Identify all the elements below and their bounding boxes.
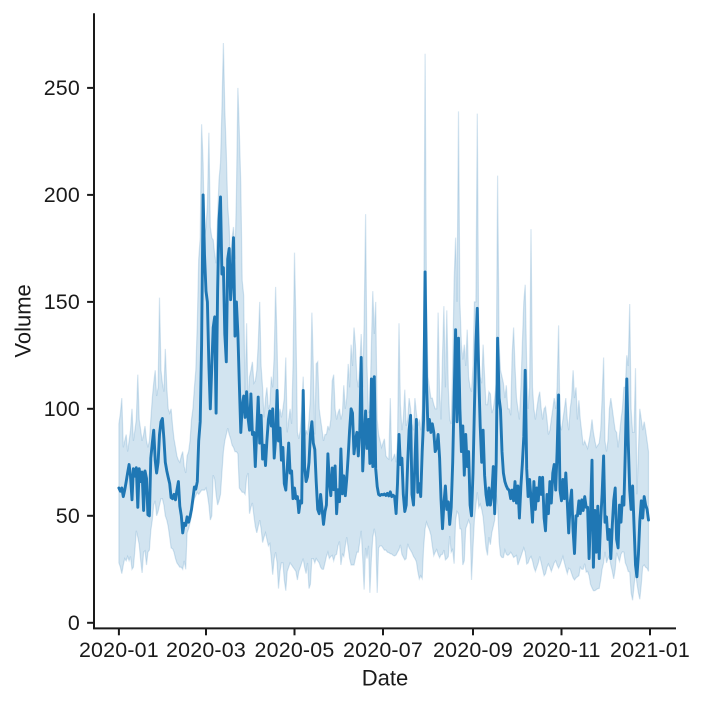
svg-text:2020-07: 2020-07 [343, 638, 423, 662]
svg-text:Date: Date [362, 665, 408, 690]
svg-text:2020-01: 2020-01 [79, 638, 159, 662]
svg-text:250: 250 [44, 76, 80, 100]
svg-text:2021-01: 2021-01 [610, 638, 690, 662]
svg-text:Volume: Volume [11, 284, 36, 357]
svg-text:100: 100 [44, 397, 80, 421]
svg-text:150: 150 [44, 290, 80, 314]
svg-text:200: 200 [44, 183, 80, 207]
svg-text:2020-11: 2020-11 [522, 638, 600, 662]
svg-text:50: 50 [56, 504, 80, 528]
svg-text:0: 0 [68, 611, 80, 635]
svg-text:2020-05: 2020-05 [255, 638, 335, 662]
svg-text:2020-09: 2020-09 [433, 638, 513, 662]
svg-text:2020-03: 2020-03 [166, 638, 246, 662]
